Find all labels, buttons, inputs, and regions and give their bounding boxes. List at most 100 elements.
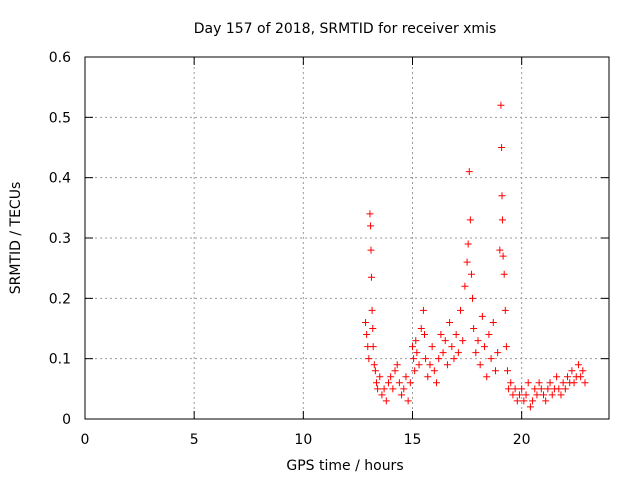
data-point	[369, 343, 377, 351]
x-tick-label: 10	[294, 432, 312, 448]
data-point	[498, 144, 506, 151]
data-point	[433, 379, 441, 387]
data-point	[522, 391, 530, 399]
chart-title: Day 157 of 2018, SRMTID for receiver xmi…	[194, 21, 497, 37]
data-point	[502, 343, 510, 351]
data-point	[487, 355, 495, 363]
data-point	[548, 391, 556, 399]
data-point	[568, 367, 576, 375]
data-point	[553, 373, 561, 381]
data-point	[533, 391, 541, 399]
data-point	[428, 343, 436, 351]
data-point	[505, 385, 513, 393]
data-point	[387, 373, 395, 381]
data-point	[518, 385, 526, 393]
data-point	[472, 349, 480, 357]
data-point	[579, 367, 587, 375]
data-point	[370, 361, 378, 369]
data-point	[437, 331, 445, 339]
data-point	[500, 270, 508, 278]
data-point	[402, 373, 410, 381]
y-tick-label: 0	[62, 412, 71, 428]
data-point	[430, 367, 438, 375]
data-point	[380, 385, 388, 393]
data-point	[391, 367, 399, 375]
data-point	[497, 101, 505, 109]
data-point	[466, 216, 474, 224]
data-point	[574, 361, 582, 369]
data-point	[555, 385, 563, 393]
data-point	[452, 331, 460, 339]
y-tick-label: 0.2	[49, 291, 71, 307]
data-point	[544, 385, 552, 393]
data-point	[412, 337, 420, 345]
data-point	[368, 306, 376, 314]
data-point	[526, 403, 534, 411]
data-point	[419, 306, 427, 314]
data-point	[535, 379, 543, 387]
data-point	[393, 361, 401, 369]
data-point	[476, 361, 484, 369]
data-point	[542, 397, 550, 405]
data-point	[546, 379, 554, 387]
data-point	[503, 367, 511, 375]
data-point	[531, 385, 539, 393]
y-tick-label: 0.3	[49, 231, 71, 247]
x-tick-label: 0	[81, 432, 90, 448]
data-point	[417, 325, 425, 332]
x-tick-label: 5	[190, 432, 199, 448]
data-point	[498, 216, 506, 224]
axis-ticks: 0 0.1 0.2 0.3 0.4 0.5 0.6 0 5 10 15 20	[49, 50, 609, 448]
data-point	[570, 379, 578, 387]
data-point	[366, 210, 374, 218]
data-point	[494, 349, 502, 357]
data-point	[422, 355, 430, 363]
data-point	[395, 379, 403, 387]
data-point	[409, 343, 416, 351]
y-tick-label: 0.5	[49, 110, 71, 126]
data-point	[415, 361, 423, 369]
data-point	[465, 168, 473, 176]
data-point	[450, 355, 458, 363]
data-point	[489, 318, 497, 326]
grid-lines	[85, 57, 609, 419]
data-point	[424, 373, 432, 381]
data-point	[557, 391, 565, 399]
data-point	[499, 252, 507, 260]
y-tick-label: 0.4	[49, 171, 71, 187]
data-point	[537, 385, 545, 393]
data-point	[374, 385, 382, 393]
data-point	[413, 349, 421, 357]
x-axis-label: GPS time / hours	[286, 458, 403, 474]
data-point	[371, 367, 379, 375]
data-point	[382, 397, 390, 405]
data-point	[469, 294, 477, 302]
data-points	[362, 101, 589, 411]
data-point	[441, 337, 449, 345]
data-point	[378, 391, 386, 399]
x-tick-label: 15	[404, 432, 422, 448]
data-point	[581, 379, 589, 387]
data-point	[400, 385, 408, 393]
data-point	[478, 312, 486, 320]
x-tick-label: 20	[513, 432, 531, 448]
data-point	[463, 258, 471, 266]
data-point	[411, 367, 419, 375]
data-point	[496, 246, 504, 254]
data-point	[507, 379, 515, 387]
data-point	[439, 349, 447, 357]
data-point	[511, 385, 519, 393]
data-point	[524, 379, 532, 387]
data-point	[435, 355, 443, 363]
data-point	[398, 391, 406, 399]
data-point	[464, 240, 472, 248]
data-point	[369, 325, 377, 332]
data-point	[461, 282, 469, 290]
data-point	[448, 343, 456, 351]
y-axis-label: SRMTID / TECUs	[8, 182, 24, 295]
data-point	[376, 373, 384, 381]
data-point	[410, 355, 418, 363]
data-point	[389, 385, 397, 393]
data-point	[367, 222, 375, 230]
